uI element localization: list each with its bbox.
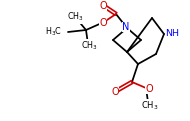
Text: CH$_3$: CH$_3$	[81, 40, 97, 52]
Text: O: O	[111, 87, 119, 97]
Text: H$_3$C: H$_3$C	[45, 26, 62, 38]
Text: NH: NH	[165, 30, 179, 38]
Text: N: N	[122, 22, 130, 32]
Text: O: O	[145, 84, 153, 94]
Text: CH$_3$: CH$_3$	[66, 11, 83, 23]
Text: CH$_3$: CH$_3$	[141, 100, 159, 112]
Text: O: O	[99, 1, 107, 11]
Text: O: O	[99, 18, 107, 28]
